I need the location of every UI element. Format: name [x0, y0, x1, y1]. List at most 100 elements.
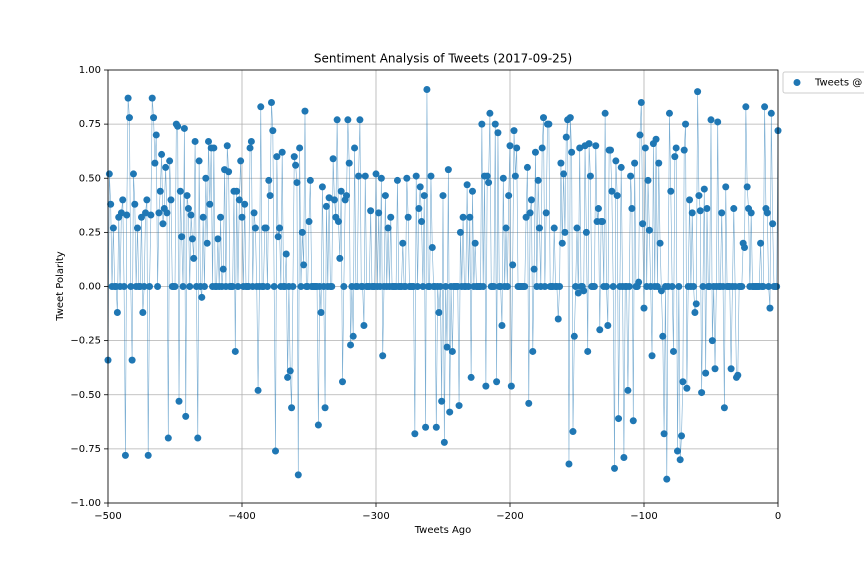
data-point: [602, 283, 610, 290]
data-point: [570, 332, 578, 340]
data-point: [513, 144, 521, 152]
data-point: [188, 235, 196, 243]
data-point: [241, 200, 249, 208]
legend-box: [782, 71, 864, 94]
data-point: [604, 321, 612, 329]
data-point: [174, 122, 182, 130]
data-point: [155, 209, 163, 217]
data-point: [200, 283, 208, 290]
data-point: [267, 98, 275, 106]
data-point: [250, 209, 258, 217]
data-point: [490, 283, 498, 290]
data-point: [617, 163, 625, 171]
data-point: [531, 148, 539, 156]
data-point: [542, 209, 550, 217]
data-point: [615, 415, 623, 423]
data-point: [503, 283, 511, 290]
data-point: [637, 98, 645, 106]
data-point: [674, 447, 681, 455]
data-point: [251, 224, 259, 232]
data-point: [247, 137, 255, 145]
data-point: [699, 283, 707, 290]
y-tick-label: −1.00: [70, 498, 101, 509]
data-point: [596, 326, 604, 334]
data-point: [127, 283, 135, 290]
data-point: [509, 261, 517, 269]
data-point: [343, 192, 351, 200]
data-point: [223, 142, 231, 150]
data-point: [321, 404, 329, 412]
data-point: [585, 140, 593, 148]
data-point: [521, 283, 529, 290]
data-point: [442, 283, 450, 290]
data-point: [262, 224, 270, 232]
data-point: [743, 183, 751, 191]
data-point: [659, 332, 667, 340]
data-point: [270, 283, 278, 290]
data-point: [296, 144, 304, 152]
data-point: [678, 432, 686, 440]
data-point: [572, 283, 580, 290]
data-point: [257, 103, 265, 111]
data-point: [422, 423, 430, 431]
data-point: [510, 127, 518, 135]
data-point: [463, 181, 471, 189]
data-point: [766, 304, 774, 312]
legend-marker: [793, 79, 801, 86]
data-point: [273, 153, 281, 161]
data-point: [163, 209, 171, 217]
data-point: [345, 159, 353, 167]
data-point: [607, 146, 614, 154]
data-point: [162, 163, 170, 171]
data-point: [119, 196, 127, 204]
data-point: [707, 116, 715, 124]
data-point: [439, 192, 447, 200]
data-point: [387, 213, 395, 221]
data-point: [639, 220, 647, 228]
data-point: [550, 224, 558, 232]
data-point: [305, 218, 313, 226]
data-point: [435, 308, 443, 316]
data-point: [669, 347, 677, 355]
data-point: [672, 144, 680, 152]
data-point: [692, 300, 700, 308]
data-point: [464, 283, 472, 290]
data-point: [493, 378, 501, 386]
data-point: [301, 107, 309, 115]
data-point: [233, 187, 241, 195]
data-point: [164, 434, 172, 442]
data-point: [557, 159, 565, 167]
data-point: [529, 347, 537, 355]
data-point: [648, 352, 656, 360]
data-point: [720, 404, 728, 412]
data-point: [448, 347, 456, 355]
data-point: [711, 365, 719, 373]
y-tick-label: 0.50: [79, 173, 101, 184]
data-point: [272, 447, 279, 455]
data-point: [561, 228, 569, 236]
data-point: [297, 283, 305, 290]
data-point: [688, 209, 696, 217]
data-point: [660, 430, 668, 438]
data-point: [769, 220, 777, 228]
x-tick-label: −100: [630, 511, 657, 522]
data-point: [152, 131, 160, 139]
data-point: [237, 157, 245, 165]
data-point: [142, 209, 150, 217]
data-point: [694, 88, 702, 96]
data-point: [144, 451, 152, 459]
data-point: [511, 172, 519, 180]
data-point: [175, 397, 183, 405]
data-point: [554, 315, 562, 323]
x-tick-label: −500: [94, 511, 121, 522]
data-point: [455, 402, 463, 410]
data-point: [423, 85, 431, 93]
x-tick-label: 0: [775, 511, 781, 522]
data-point: [377, 174, 385, 182]
data-point: [601, 109, 609, 117]
data-point: [180, 124, 188, 132]
data-point: [274, 233, 282, 241]
data-point: [198, 293, 206, 301]
data-point: [120, 283, 128, 290]
data-point: [479, 283, 487, 290]
